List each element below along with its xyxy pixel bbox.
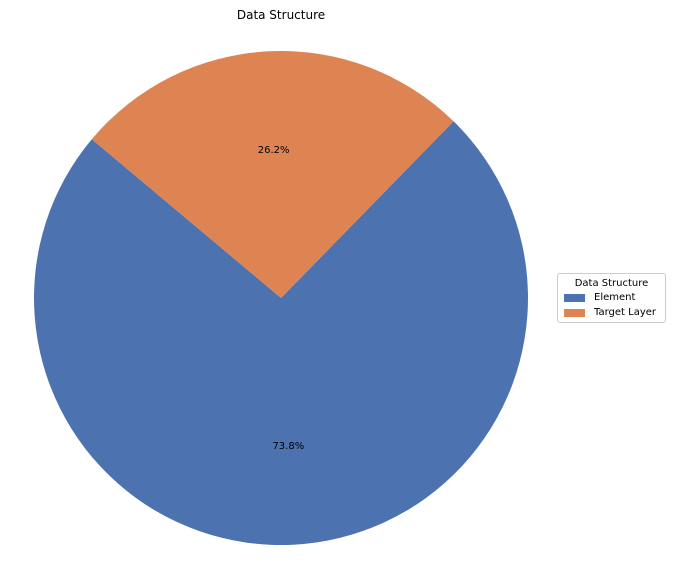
legend-title: Data Structure bbox=[574, 278, 649, 289]
slice-label-target-layer: 26.2% bbox=[258, 145, 290, 156]
slice-label-element: 73.8% bbox=[272, 441, 304, 452]
legend: Data Structure Element Target Layer bbox=[557, 273, 666, 323]
legend-swatch-element bbox=[564, 293, 585, 302]
pie-slice-element bbox=[34, 121, 529, 545]
legend-item-element: Element bbox=[558, 290, 665, 305]
legend-swatch-target-layer bbox=[564, 308, 585, 317]
legend-item-target-layer: Target Layer bbox=[558, 305, 665, 320]
legend-label-element: Element bbox=[594, 292, 636, 303]
legend-label-target-layer: Target Layer bbox=[594, 307, 656, 318]
chart-title: Data Structure bbox=[236, 8, 326, 22]
pie-slice-target-layer bbox=[91, 50, 454, 298]
